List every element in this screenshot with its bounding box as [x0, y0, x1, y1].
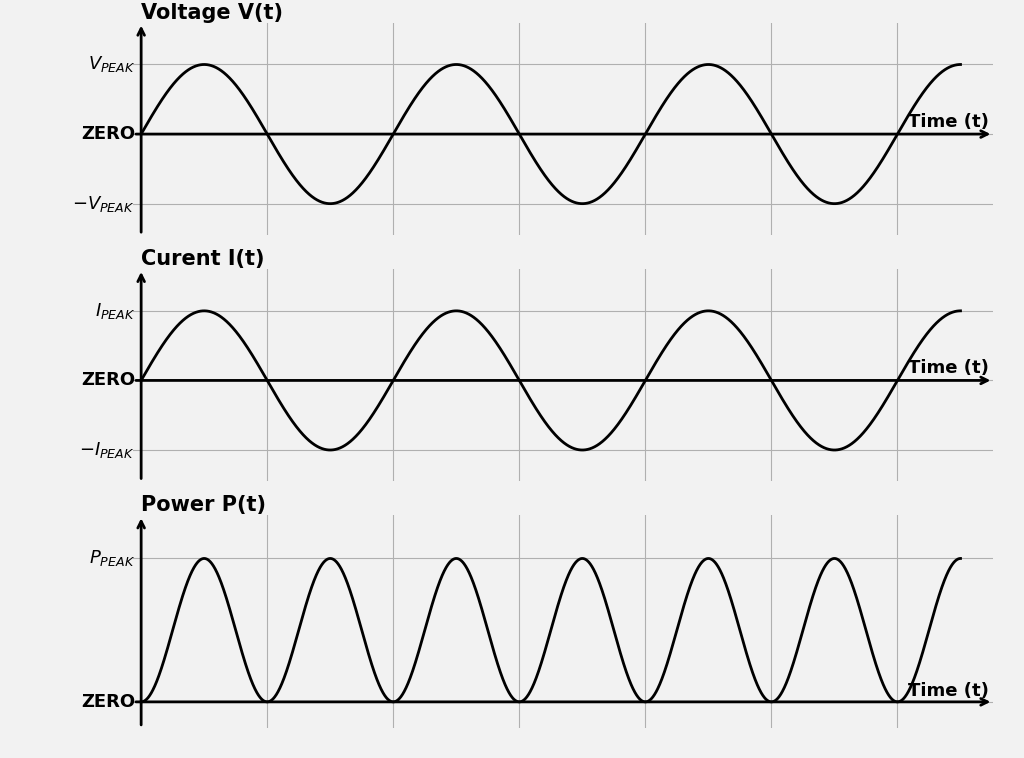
Text: ZERO: ZERO	[81, 371, 135, 390]
Text: $V_{PEAK}$: $V_{PEAK}$	[87, 55, 135, 74]
Text: $-I_{PEAK}$: $-I_{PEAK}$	[80, 440, 135, 460]
Text: $-V_{PEAK}$: $-V_{PEAK}$	[73, 193, 135, 214]
Text: Power P(t): Power P(t)	[141, 496, 266, 515]
Text: Curent I(t): Curent I(t)	[141, 249, 264, 269]
Text: Time (t): Time (t)	[908, 682, 989, 700]
Text: ZERO: ZERO	[81, 693, 135, 711]
Text: Voltage V(t): Voltage V(t)	[141, 3, 284, 23]
Text: Time (t): Time (t)	[908, 359, 989, 377]
Text: $P_{PEAK}$: $P_{PEAK}$	[89, 549, 135, 568]
Text: ZERO: ZERO	[81, 125, 135, 143]
Text: Time (t): Time (t)	[908, 113, 989, 130]
Text: $I_{PEAK}$: $I_{PEAK}$	[94, 301, 135, 321]
